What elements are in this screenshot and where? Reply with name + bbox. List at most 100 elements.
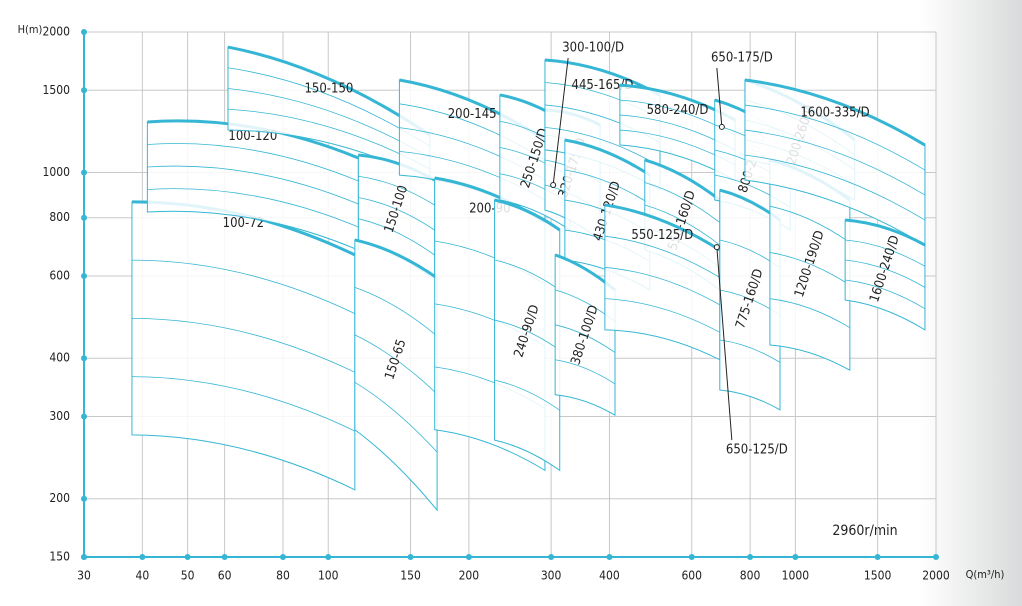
x-tick-dot: [465, 554, 472, 560]
pump-region: 150-65: [354, 238, 438, 512]
callout-line: [716, 67, 723, 127]
pump-region: 380-100/D: [554, 253, 616, 417]
x-tick-dot: [184, 554, 191, 560]
y-tick-label: 600: [49, 269, 70, 283]
x-tick-dot: [548, 554, 555, 560]
head-curve: [769, 298, 851, 329]
y-tick-dot: [81, 355, 87, 362]
region-label: 1600-335/D: [800, 105, 869, 120]
x-axis-label: Q(m³/h): [966, 568, 1005, 581]
head-curve: [769, 205, 851, 243]
head-curve: [744, 129, 926, 196]
head-curve: [845, 279, 926, 310]
y-tick-dot: [81, 413, 87, 420]
head-curve: [131, 259, 356, 314]
y-tick-label: 1000: [43, 165, 71, 179]
head-curve: [147, 143, 359, 182]
head-curve: [131, 317, 356, 373]
y-tick-dot: [81, 554, 87, 560]
callout-line: [552, 57, 569, 186]
x-tick-label: 40: [135, 569, 149, 583]
y-tick-dot: [81, 495, 87, 502]
pump-region: 1600-335/D: [744, 78, 926, 246]
speed-label: 2960r/min: [832, 523, 897, 539]
y-tick-label: 300: [49, 409, 70, 423]
head-curve: [358, 197, 435, 231]
y-tick-label: 800: [49, 210, 70, 224]
pump-region: 150-100: [357, 153, 436, 282]
head-curve: [845, 259, 926, 288]
max-head-curve: [644, 158, 721, 202]
head-curve: [147, 188, 359, 228]
y-tick-dot: [81, 273, 87, 280]
x-tick-label: 150: [400, 569, 421, 583]
head-curve: [494, 319, 560, 351]
y-tick-label: 200: [49, 491, 70, 505]
x-tick-label: 30: [77, 569, 91, 583]
head-curve: [555, 359, 616, 385]
head-curve: [744, 154, 926, 221]
x-tick-dot: [688, 554, 695, 560]
x-tick-label: 1000: [782, 569, 810, 583]
region-label: 100-120: [228, 129, 277, 144]
head-curve: [354, 287, 438, 337]
head-curve: [604, 235, 721, 278]
head-curve: [494, 379, 560, 411]
x-tick-dot: [874, 554, 881, 560]
head-curve: [555, 324, 616, 353]
head-curve: [358, 218, 435, 256]
x-tick-dot: [933, 554, 939, 560]
max-head-curve: [604, 203, 721, 252]
max-head-curve: [494, 198, 561, 232]
y-tick-label: 1500: [43, 83, 71, 97]
max-head-curve: [564, 138, 651, 177]
y-tick-label: 400: [49, 351, 70, 365]
x-tick-dot: [747, 554, 754, 560]
region-label: 550-125/D: [631, 228, 693, 243]
x-tick-dot: [139, 554, 146, 560]
head-curve: [719, 339, 781, 363]
max-head-curve: [744, 78, 926, 147]
head-curve: [644, 204, 721, 246]
head-curve: [354, 334, 438, 395]
pump-region: 1200-190/D: [769, 158, 851, 372]
region-label: 150-150: [304, 81, 353, 96]
callout-label: 650-175/D: [711, 50, 773, 65]
y-tick-label: 2000: [43, 25, 71, 39]
y-axis-label: H(m): [18, 23, 43, 36]
x-tick-dot: [279, 554, 286, 560]
x-tick-label: 50: [181, 569, 195, 583]
x-tick-label: 300: [541, 569, 562, 583]
max-head-curve: [354, 238, 438, 280]
head-curve: [147, 165, 359, 205]
region-label: 200-145: [448, 107, 497, 122]
x-tick-label: 600: [681, 569, 702, 583]
x-tick-label: 100: [318, 569, 339, 583]
head-curve: [131, 376, 356, 432]
head-curve: [354, 381, 438, 453]
y-tick-dot: [81, 214, 87, 221]
x-tick-label: 80: [276, 569, 290, 583]
head-curve: [604, 267, 721, 306]
x-tick-label: 400: [599, 569, 620, 583]
head-curve: [769, 252, 851, 286]
y-tick-dot: [81, 169, 87, 176]
callout-point: [713, 244, 720, 251]
x-tick-label: 2000: [922, 569, 950, 583]
head-curve: [604, 298, 720, 333]
head-curve: [358, 175, 435, 206]
callout-label: 300-100/D: [562, 41, 624, 56]
y-tick-label: 150: [49, 550, 70, 564]
region-label: 445-165/D: [572, 78, 634, 93]
x-tick-dot: [407, 554, 414, 560]
head-curve: [644, 182, 721, 223]
x-tick-dot: [606, 554, 613, 560]
region-label: 580-240/D: [647, 103, 709, 118]
x-tick-dot: [221, 554, 228, 560]
x-tick-dot: [792, 554, 799, 560]
pump-region: 775-160/D: [719, 188, 781, 411]
head-curve: [564, 169, 651, 205]
head-curve: [845, 239, 926, 267]
x-tick-label: 200: [459, 569, 480, 583]
